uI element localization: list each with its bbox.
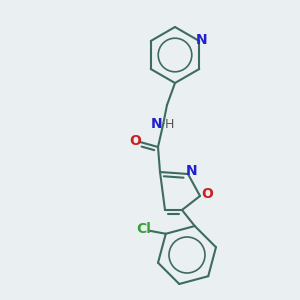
Text: ·H: ·H — [161, 118, 175, 130]
Text: N: N — [151, 117, 163, 131]
Text: N: N — [195, 33, 207, 47]
Text: Cl: Cl — [136, 222, 151, 236]
Text: O: O — [129, 134, 141, 148]
Text: N: N — [186, 164, 198, 178]
Text: O: O — [201, 187, 213, 201]
